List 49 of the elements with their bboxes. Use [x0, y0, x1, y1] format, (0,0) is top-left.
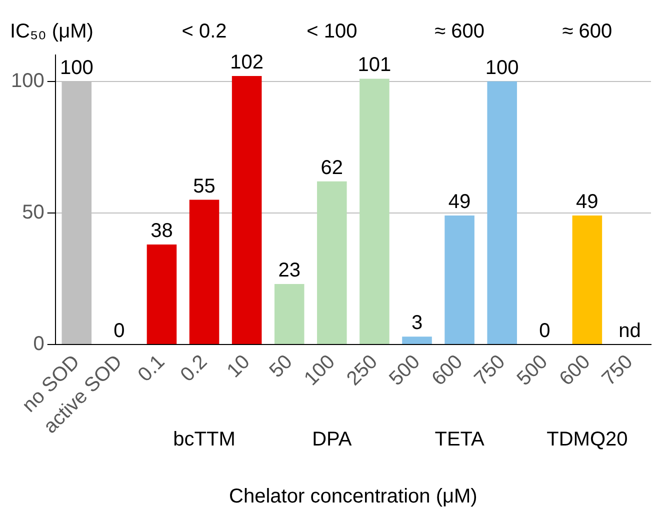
x-tick-label: 0.2: [176, 350, 212, 386]
bar: [487, 81, 517, 344]
bar: [146, 244, 177, 344]
bar: [189, 200, 220, 344]
data-label: 62: [320, 156, 344, 179]
data-label: 23: [278, 259, 300, 282]
data-label: 100: [485, 56, 519, 79]
bar: [572, 216, 602, 344]
x-axis-title: Chelator concentration (μM): [229, 486, 478, 508]
data-label: 100: [60, 56, 94, 79]
bar: [444, 216, 474, 344]
data-label: 102: [230, 52, 264, 74]
data-label: 38: [150, 220, 173, 242]
x-tick-label: 750: [598, 350, 638, 390]
data-label: 101: [358, 54, 392, 76]
x-tick-label: 50: [266, 350, 297, 382]
data-label: 0: [114, 320, 125, 342]
y-tick-label: 100: [10, 70, 44, 92]
x-tick-label: 600: [555, 350, 595, 390]
x-tick-label: 100: [300, 350, 340, 390]
x-tick-label: 600: [428, 350, 467, 390]
text: ≈ 600: [434, 20, 484, 43]
x-tick-label: 500: [385, 350, 424, 390]
data-label: 49: [448, 191, 471, 214]
bar: [360, 78, 390, 344]
x-tick-label: 10: [222, 350, 254, 382]
text: bcTTM: [173, 428, 236, 451]
data-label: 55: [193, 175, 216, 198]
data-label: 3: [411, 312, 423, 334]
bar: [317, 181, 347, 344]
text: < 100: [306, 20, 358, 43]
text: nd: [618, 320, 641, 342]
y-tick-label: 0: [33, 333, 44, 356]
data-label: 0: [539, 320, 550, 342]
text: IC₅₀ (μM): [10, 20, 94, 43]
text: < 0.2: [182, 20, 227, 43]
x-tick-label: 750: [470, 350, 510, 390]
bar: [232, 76, 262, 344]
bar: [402, 336, 432, 344]
data-label: 49: [576, 191, 598, 214]
x-tick-label: 250: [342, 350, 382, 390]
x-tick-label: 500: [512, 350, 552, 390]
text: TETA: [434, 428, 486, 451]
x-tick-label: 0.1: [134, 350, 170, 386]
text: ≈ 600: [562, 20, 612, 43]
text: DPA: [312, 428, 352, 451]
y-tick-label: 50: [22, 201, 44, 224]
text: TDMQ20: [546, 428, 628, 451]
bar: [274, 284, 304, 344]
